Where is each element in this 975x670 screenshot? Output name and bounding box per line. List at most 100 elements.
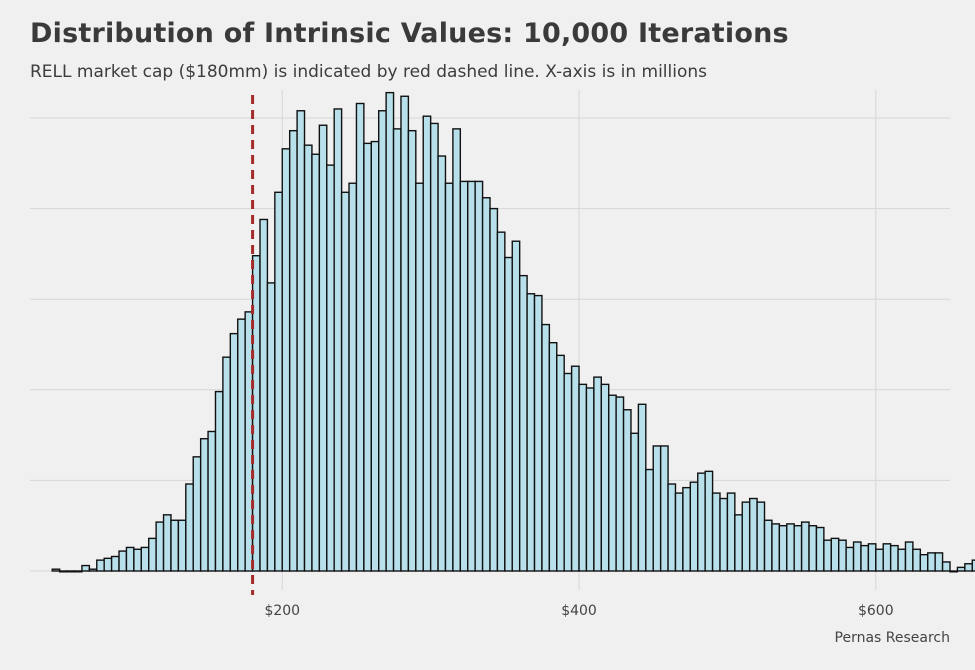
histogram-bar bbox=[659, 445, 669, 572]
histogram-bar bbox=[867, 543, 877, 572]
histogram-bar bbox=[378, 110, 387, 572]
histogram-bar bbox=[808, 525, 818, 572]
histogram-bar bbox=[682, 486, 692, 572]
histogram-bar bbox=[133, 548, 142, 572]
histogram-bar bbox=[860, 544, 870, 572]
histogram-bar bbox=[199, 438, 209, 572]
histogram-bar bbox=[518, 274, 528, 572]
histogram-bar bbox=[185, 483, 194, 572]
histogram-bar bbox=[608, 394, 617, 572]
histogram-bar bbox=[237, 318, 246, 572]
histogram-bar bbox=[296, 110, 306, 572]
histogram-bar bbox=[214, 390, 224, 572]
histogram-bar bbox=[118, 550, 128, 572]
histogram-bar bbox=[103, 557, 113, 572]
histogram-bar bbox=[96, 559, 105, 572]
histogram-bar bbox=[407, 129, 417, 572]
histogram-bar bbox=[904, 541, 914, 572]
histogram-bar bbox=[652, 445, 662, 572]
histogram-bar bbox=[971, 559, 975, 572]
histogram-bar bbox=[667, 483, 677, 572]
histogram-bar bbox=[756, 501, 766, 572]
source-caption: Pernas Research bbox=[834, 630, 950, 646]
histogram-bar bbox=[437, 155, 447, 572]
histogram-bar bbox=[326, 164, 335, 572]
histogram-bar bbox=[778, 525, 788, 572]
histogram-bar bbox=[964, 563, 973, 572]
chart-subtitle: RELL market cap ($180mm) is indicated by… bbox=[30, 62, 707, 82]
histogram-bar bbox=[674, 492, 684, 572]
histogram-bar bbox=[526, 293, 536, 572]
histogram-bar bbox=[452, 128, 462, 572]
histogram-bar bbox=[266, 282, 276, 572]
histogram-bar bbox=[311, 153, 321, 572]
histogram-bar bbox=[845, 546, 855, 572]
histogram-bar bbox=[348, 182, 358, 572]
histogram-bar bbox=[392, 128, 402, 572]
histogram-bar bbox=[645, 468, 654, 572]
histogram-bar bbox=[548, 341, 558, 572]
histogram-bar bbox=[748, 497, 758, 572]
histogram-bar bbox=[444, 182, 454, 572]
histogram-bar bbox=[771, 523, 781, 572]
histogram-bar bbox=[162, 514, 172, 572]
histogram-bar bbox=[541, 323, 551, 572]
histogram-bar bbox=[838, 539, 847, 572]
histogram-bar bbox=[570, 365, 580, 572]
histogram-bar bbox=[81, 564, 91, 572]
histogram-bar bbox=[58, 570, 68, 573]
histogram-bar bbox=[919, 553, 929, 572]
histogram-bar bbox=[355, 102, 365, 572]
histogram-bar bbox=[370, 140, 380, 572]
histogram-bar bbox=[274, 191, 283, 572]
histogram-bar bbox=[88, 568, 98, 572]
histogram-bar bbox=[229, 332, 239, 572]
histogram-bar bbox=[429, 122, 439, 572]
histogram-bar bbox=[800, 521, 810, 572]
histogram-bar bbox=[504, 256, 513, 572]
chart-title: Distribution of Intrinsic Values: 10,000… bbox=[30, 18, 789, 49]
histogram-bar bbox=[110, 555, 120, 572]
histogram-bar bbox=[563, 372, 573, 572]
histogram-bar bbox=[704, 470, 714, 572]
histogram-bar bbox=[51, 568, 61, 572]
histogram-bar bbox=[889, 544, 899, 572]
histogram-bar bbox=[956, 566, 966, 572]
histogram-bar bbox=[415, 182, 424, 572]
histogram-bar bbox=[852, 541, 862, 572]
histogram-bar bbox=[600, 383, 610, 572]
histogram-bar bbox=[400, 95, 410, 572]
histogram-bar bbox=[148, 537, 157, 572]
histogram-bar bbox=[763, 519, 773, 572]
histogram-bar bbox=[830, 537, 840, 572]
x-tick-label: $400 bbox=[561, 603, 597, 619]
histogram-bar bbox=[140, 546, 150, 572]
histogram-bar bbox=[741, 501, 751, 572]
histogram-bar bbox=[66, 570, 76, 573]
histogram-bar bbox=[281, 148, 291, 572]
histogram-bar bbox=[125, 546, 135, 572]
histogram-bar bbox=[207, 430, 217, 572]
histogram-bar bbox=[615, 396, 625, 572]
histogram-bar bbox=[882, 543, 892, 572]
histogram-bar bbox=[578, 383, 588, 572]
histogram-bar bbox=[422, 115, 432, 572]
x-tick-label: $600 bbox=[858, 603, 894, 619]
histogram-bar bbox=[496, 231, 506, 572]
histogram-bar bbox=[875, 548, 884, 572]
histogram-bar bbox=[288, 129, 298, 572]
histogram-bar bbox=[533, 294, 543, 572]
histogram-bar bbox=[927, 552, 936, 572]
histogram-bar bbox=[897, 548, 907, 572]
histogram-bar bbox=[333, 108, 343, 572]
histogram-bar bbox=[259, 218, 269, 572]
histogram-bar bbox=[192, 456, 202, 572]
histogram-bar bbox=[340, 191, 350, 572]
histogram-bar bbox=[593, 376, 602, 572]
histogram-bar bbox=[222, 356, 232, 572]
histogram-bar bbox=[303, 144, 313, 572]
histogram-bar bbox=[734, 514, 743, 572]
histogram-bar bbox=[177, 519, 187, 572]
histogram-bar bbox=[385, 91, 395, 572]
histogram-bar bbox=[912, 548, 922, 572]
